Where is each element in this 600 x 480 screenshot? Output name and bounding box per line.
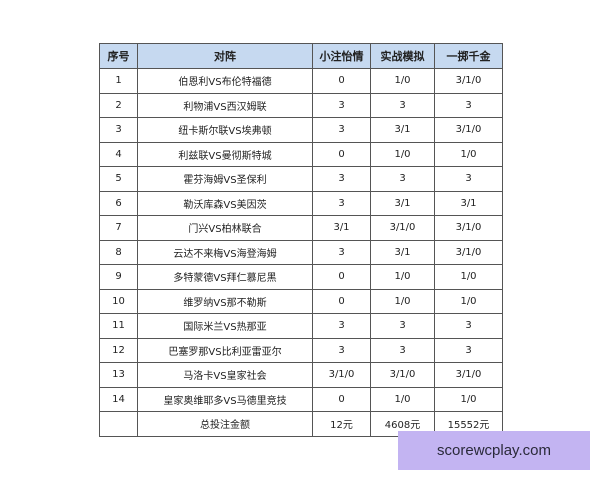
table-row: 6 勒沃库森VS美因茨 3 3/1 3/1: [99, 190, 503, 216]
cell-big-bet: 3/1/0: [434, 117, 503, 143]
cell-index: 8: [99, 239, 138, 265]
total-row: 总投注金额 12元 4608元 15552元: [99, 411, 503, 437]
cell-small-bet: 3/1/0: [312, 362, 371, 388]
table-row: 2 利物浦VS西汉姆联 3 3 3: [99, 92, 503, 118]
cell-small-bet: 3: [312, 337, 371, 363]
cell-index: 7: [99, 215, 138, 241]
cell-big-bet: 1/0: [434, 288, 503, 314]
header-small-bet: 小注怡情: [312, 43, 371, 69]
cell-big-bet: 3: [434, 92, 503, 118]
cell-match: 皇家奥维耶多VS马德里竞技: [137, 386, 313, 412]
table-row: 3 纽卡斯尔联VS埃弗顿 3 3/1 3/1/0: [99, 117, 503, 143]
cell-match: 马洛卡VS皇家社会: [137, 362, 313, 388]
table-row: 1 伯恩利VS布伦特福德 0 1/0 3/1/0: [99, 68, 503, 94]
header-big-bet: 一掷千金: [434, 43, 503, 69]
header-simulation: 实战模拟: [370, 43, 435, 69]
cell-big-bet: 1/0: [434, 386, 503, 412]
cell-big-bet: 3: [434, 166, 503, 192]
table-row: 14 皇家奥维耶多VS马德里竞技 0 1/0 1/0: [99, 386, 503, 412]
header-index: 序号: [99, 43, 138, 69]
cell-simulation: 1/0: [370, 264, 435, 290]
cell-big-bet: 3/1/0: [434, 68, 503, 94]
cell-small-bet: 0: [312, 386, 371, 412]
cell-match: 纽卡斯尔联VS埃弗顿: [137, 117, 313, 143]
cell-match: 巴塞罗那VS比利亚雷亚尔: [137, 337, 313, 363]
cell-match: 云达不来梅VS海登海姆: [137, 239, 313, 265]
table-row: 9 多特蒙德VS拜仁慕尼黑 0 1/0 1/0: [99, 264, 503, 290]
cell-big-bet: 3: [434, 337, 503, 363]
cell-small-bet: 3: [312, 166, 371, 192]
cell-small-bet: 0: [312, 288, 371, 314]
cell-index: 4: [99, 141, 138, 167]
cell-big-bet: 3/1/0: [434, 362, 503, 388]
cell-big-bet: 3: [434, 313, 503, 339]
cell-simulation: 3: [370, 166, 435, 192]
cell-index: 3: [99, 117, 138, 143]
cell-index: 13: [99, 362, 138, 388]
cell-big-bet: 3/1/0: [434, 239, 503, 265]
cell-big-bet: 1/0: [434, 141, 503, 167]
cell-simulation: 3: [370, 92, 435, 118]
table-row: 7 门兴VS柏林联合 3/1 3/1/0 3/1/0: [99, 215, 503, 241]
cell-index: 5: [99, 166, 138, 192]
betting-table: 序号 对阵 小注怡情 实战模拟 一掷千金 1 伯恩利VS布伦特福德 0 1/0 3/1/…: [99, 43, 503, 437]
cell-index: 6: [99, 190, 138, 216]
cell-small-bet: 0: [312, 141, 371, 167]
cell-simulation: 1/0: [370, 141, 435, 167]
table-row: 13 马洛卡VS皇家社会 3/1/0 3/1/0 3/1/0: [99, 362, 503, 388]
table-row: 10 维罗纳VS那不勒斯 0 1/0 1/0: [99, 288, 503, 314]
cell-simulation: 3/1/0: [370, 215, 435, 241]
cell-match: 门兴VS柏林联合: [137, 215, 313, 241]
cell-small-bet: 12元: [312, 411, 371, 437]
cell-match: 霍芬海姆VS圣保利: [137, 166, 313, 192]
cell-simulation: 3/1: [370, 117, 435, 143]
table-row: 12 巴塞罗那VS比利亚雷亚尔 3 3 3: [99, 337, 503, 363]
cell-simulation: 3/1: [370, 190, 435, 216]
cell-simulation: 1/0: [370, 68, 435, 94]
cell-index: 1: [99, 68, 138, 94]
cell-match: 总投注金额: [137, 411, 313, 437]
table-row: 8 云达不来梅VS海登海姆 3 3/1 3/1/0: [99, 239, 503, 265]
header-match: 对阵: [137, 43, 313, 69]
watermark: scorewcplay.com: [398, 431, 590, 470]
cell-match: 维罗纳VS那不勒斯: [137, 288, 313, 314]
cell-simulation: 3: [370, 313, 435, 339]
cell-index: 2: [99, 92, 138, 118]
cell-small-bet: 3: [312, 92, 371, 118]
header-row: 序号 对阵 小注怡情 实战模拟 一掷千金: [99, 43, 503, 69]
cell-index: 9: [99, 264, 138, 290]
cell-match: 国际米兰VS热那亚: [137, 313, 313, 339]
cell-small-bet: 0: [312, 68, 371, 94]
cell-small-bet: 3: [312, 117, 371, 143]
cell-simulation: 3/1/0: [370, 362, 435, 388]
cell-big-bet: 1/0: [434, 264, 503, 290]
cell-big-bet: 3/1/0: [434, 215, 503, 241]
cell-index: [99, 411, 138, 437]
cell-match: 勒沃库森VS美因茨: [137, 190, 313, 216]
cell-match: 多特蒙德VS拜仁慕尼黑: [137, 264, 313, 290]
cell-index: 10: [99, 288, 138, 314]
table-row: 5 霍芬海姆VS圣保利 3 3 3: [99, 166, 503, 192]
cell-match: 利兹联VS曼彻斯特城: [137, 141, 313, 167]
cell-simulation: 1/0: [370, 288, 435, 314]
cell-small-bet: 3: [312, 190, 371, 216]
cell-simulation: 3/1: [370, 239, 435, 265]
cell-match: 利物浦VS西汉姆联: [137, 92, 313, 118]
cell-small-bet: 3: [312, 239, 371, 265]
cell-index: 14: [99, 386, 138, 412]
cell-match: 伯恩利VS布伦特福德: [137, 68, 313, 94]
cell-index: 12: [99, 337, 138, 363]
cell-small-bet: 3/1: [312, 215, 371, 241]
cell-index: 11: [99, 313, 138, 339]
cell-small-bet: 0: [312, 264, 371, 290]
table-row: 4 利兹联VS曼彻斯特城 0 1/0 1/0: [99, 141, 503, 167]
cell-simulation: 3: [370, 337, 435, 363]
table-row: 11 国际米兰VS热那亚 3 3 3: [99, 313, 503, 339]
cell-small-bet: 3: [312, 313, 371, 339]
cell-simulation: 1/0: [370, 386, 435, 412]
cell-big-bet: 3/1: [434, 190, 503, 216]
